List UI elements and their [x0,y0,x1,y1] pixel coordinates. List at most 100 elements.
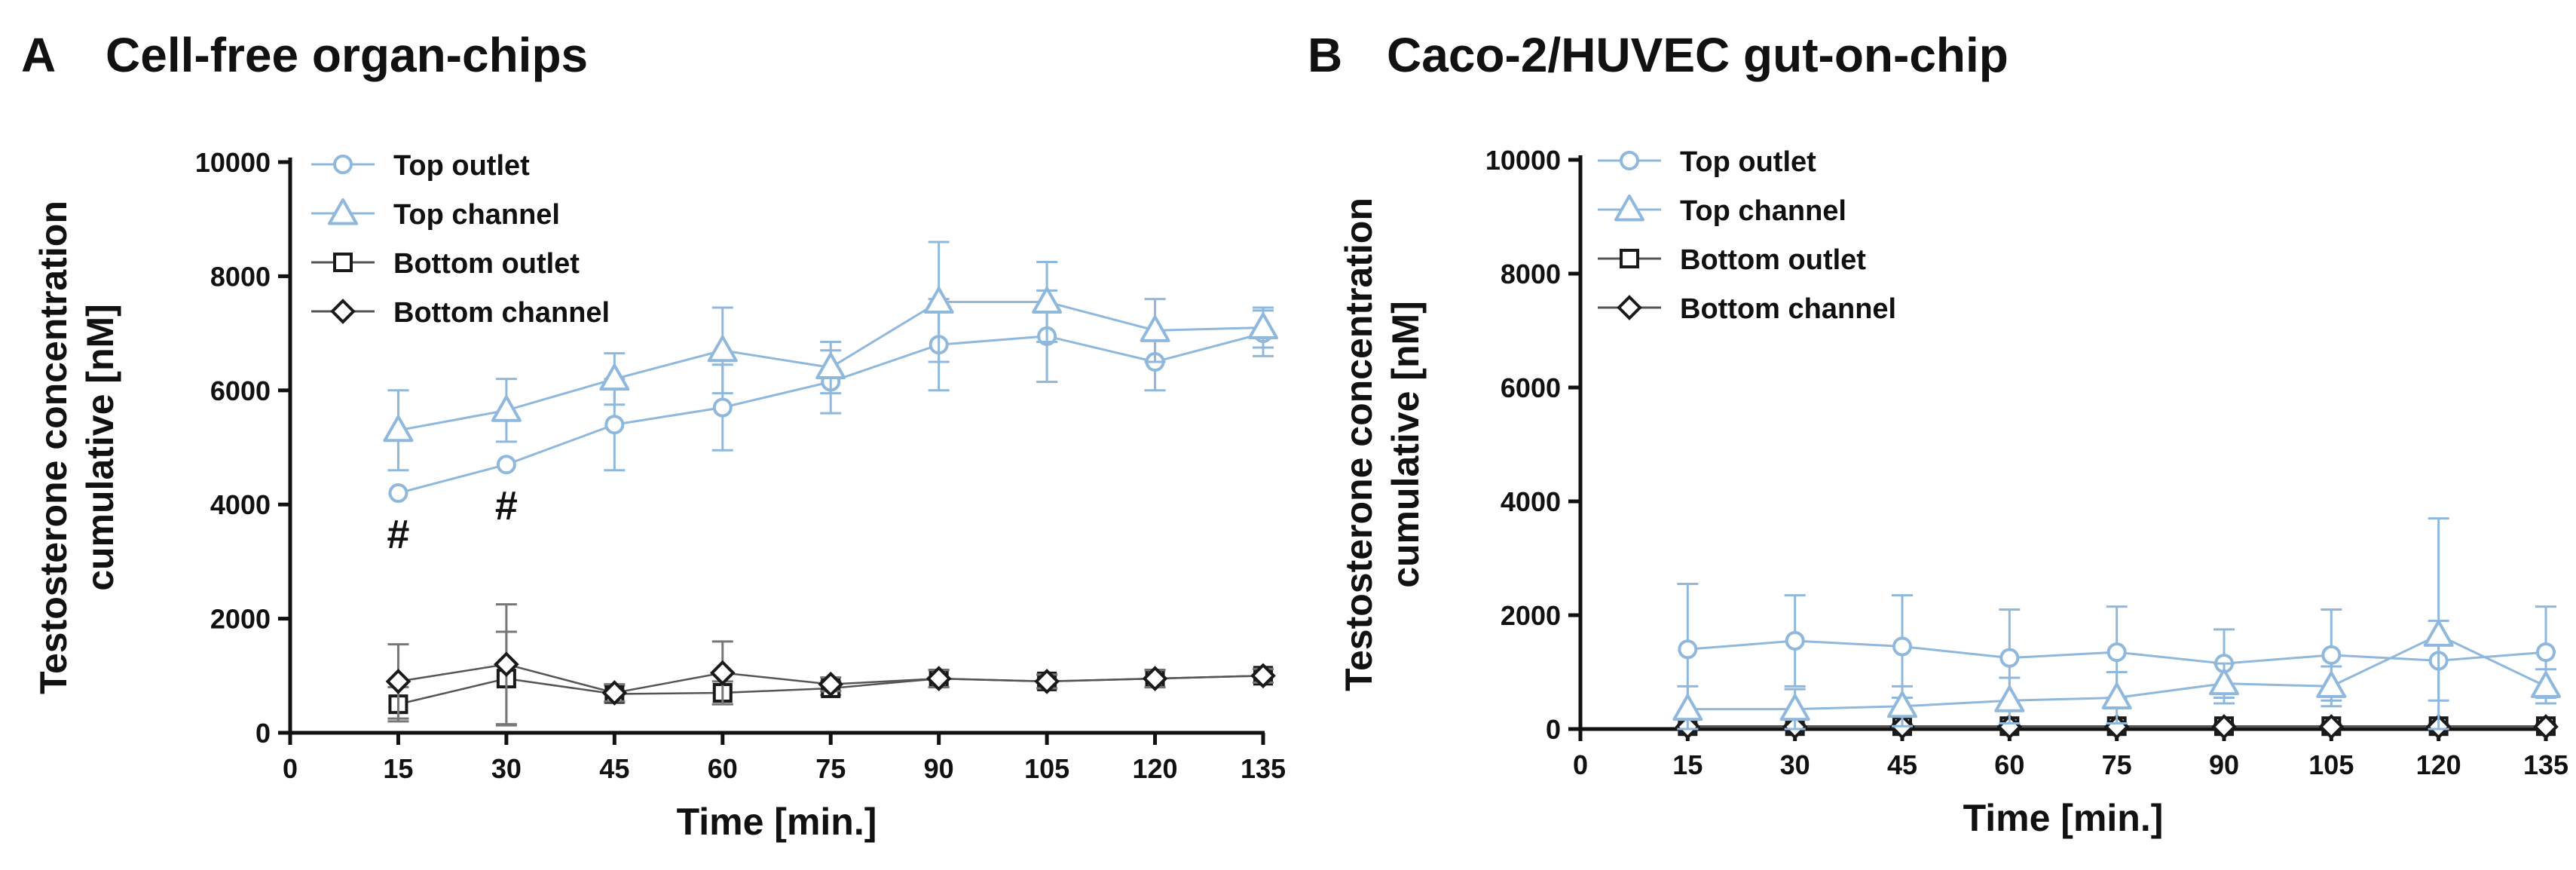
data-point [1785,630,1805,651]
y-axis-label: Testosterone concentration cumulative [nM… [1338,198,1427,691]
data-point [925,666,952,691]
x-tick-label: 135 [1241,753,1286,784]
y-tick-label: 4000 [210,489,271,520]
data-point [1999,648,2020,668]
legend-label: Bottom channel [393,297,610,329]
y-tick-label: 0 [255,718,271,749]
x-tick-label: 90 [2209,749,2239,780]
y-tick-label: 6000 [1501,372,1561,403]
x-tick-label: 15 [1672,749,1703,780]
data-point [494,651,519,677]
data-point [1678,639,1698,660]
data-point [1779,694,1810,721]
legend: Top outlet Top channel Bottom outlet Bottom… [1598,146,1896,325]
data-point [712,397,733,418]
data-point [815,352,846,380]
legend-marker [1617,295,1642,320]
x-tick-label: 60 [1994,749,2024,780]
data-point [1140,315,1170,342]
data-point [1672,694,1703,721]
data-point [1142,666,1168,691]
x-tick-label: 90 [924,753,954,784]
x-tick-label: 75 [2102,749,2132,780]
y-tick-label: 8000 [1501,259,1561,289]
y-tick-label: 2000 [1501,600,1561,631]
chart-panel-b: B Caco-2/HUVEC gut-on-chip 0 2000 4000 6000 80… [1308,28,2568,839]
legend-label: Bottom channel [1680,293,1896,325]
x-tick-label: 120 [1133,753,1178,784]
data-point [707,335,738,363]
data-point [2209,668,2239,696]
x-tick-label: 15 [383,753,413,784]
y-tick-label: 0 [1546,714,1561,745]
panel-title: Caco-2/HUVEC gut-on-chip [1387,28,2008,82]
x-tick-label: 75 [815,753,846,784]
legend-marker [330,299,356,324]
data-point [2321,645,2342,665]
x-tick-label: 45 [1887,749,1917,780]
y-axis-label-line: cumulative [nM] [79,304,121,591]
x-tick-label: 135 [2523,749,2568,780]
x-tick-label: 105 [1024,753,1069,784]
data-point [2211,714,2237,740]
panel-title: Cell-free organ-chips [106,28,588,82]
y-tick-label: 4000 [1501,486,1561,517]
y-axis-label-line: Testosterone concentration [1338,198,1380,691]
panel-letter: A [21,28,56,82]
series-bottom-channel [385,603,1276,726]
data-point [2316,671,2347,698]
legend-label: Bottom outlet [1680,244,1866,276]
data-point [2318,714,2345,740]
data-point [2531,671,2561,698]
data-point [1248,312,1278,340]
x-axis-label: Time [min.] [1963,797,2164,839]
data-point [2536,642,2556,663]
data-point [1994,685,2025,712]
data-point [2533,714,2559,740]
panel-letter: B [1308,28,1342,82]
data-point [601,680,628,706]
y-tick-label: 10000 [1485,145,1561,176]
data-point [2106,642,2127,663]
data-point [2101,682,2132,709]
data-point [1887,691,1917,718]
significance-marker: # [495,483,518,528]
legend-marker [333,155,353,174]
x-tick-label: 0 [283,753,298,784]
chart-panel-a: A Cell-free organ-chips 0 2000 4000 6000 8000 1… [21,28,1286,843]
series-bottom-channel [1675,714,2559,740]
data-point [388,483,408,504]
data-point [1032,286,1063,314]
x-tick-label: 0 [1573,749,1588,780]
x-tick-label: 45 [599,753,629,784]
x-tick-label: 120 [2416,749,2461,780]
data-point [923,286,954,314]
y-tick-label: 8000 [210,261,271,292]
data-point [496,455,516,475]
data-point [604,415,625,435]
y-tick-label: 10000 [195,147,271,178]
legend-marker [328,198,358,225]
data-point [709,660,736,686]
x-tick-label: 60 [708,753,738,784]
legend-marker [1614,195,1644,222]
y-tick-label: 6000 [210,375,271,406]
x-tick-label: 30 [1780,749,1810,780]
series-top-channel [383,240,1278,472]
data-point [383,415,414,443]
data-point [385,669,411,694]
legend-marker [333,253,353,272]
data-point [818,671,844,697]
data-point [1250,663,1276,689]
legend-label: Top channel [1680,195,1846,227]
y-axis-label-line: Testosterone concentration [32,201,75,694]
y-axis-label: Testosterone concentration cumulative [nM… [32,201,121,694]
series-top-channel [1672,517,2561,731]
legend-marker [1620,249,1639,268]
data-point [2423,620,2454,647]
data-point [1034,669,1060,694]
legend: Top outlet Top channel Bottom outlet Bottom… [311,150,610,329]
data-point [491,395,522,422]
data-point [599,363,630,391]
